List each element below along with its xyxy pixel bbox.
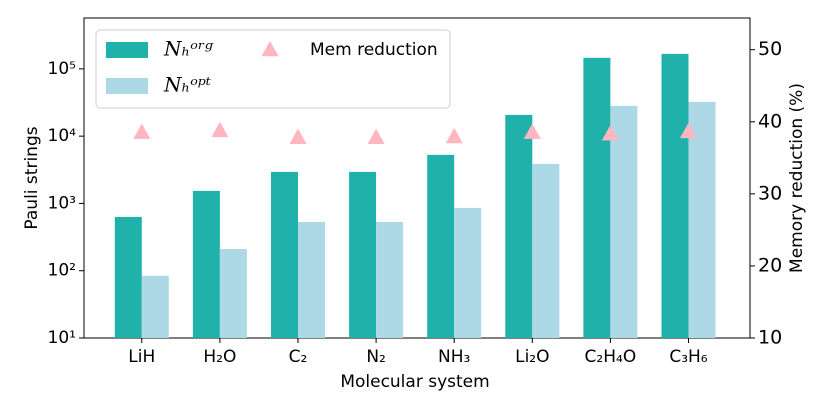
bar xyxy=(688,101,716,338)
bar xyxy=(297,221,325,338)
bar xyxy=(219,249,247,338)
bar xyxy=(505,114,533,338)
marker xyxy=(211,121,229,138)
x-tick-label: NH₃ xyxy=(438,347,470,367)
y2-tick-label: 20 xyxy=(758,254,782,276)
x-tick-label: C₃H₆ xyxy=(669,347,707,367)
legend-swatch xyxy=(106,78,148,94)
y2-tick-label: 30 xyxy=(758,182,782,204)
y2-tick-label: 40 xyxy=(758,110,782,132)
bar xyxy=(270,171,298,338)
y-tick-label: 10⁵ xyxy=(48,59,76,79)
x-tick-label: H₂O xyxy=(203,347,236,367)
legend-label: Nₕᵒʳᵍ xyxy=(163,37,214,61)
bar xyxy=(583,57,611,338)
x-tick-label: C₂ xyxy=(289,347,308,367)
x-tick-label: Li₂O xyxy=(515,347,549,367)
x-axis-label: Molecular system xyxy=(340,372,489,392)
y2-tick-label: 50 xyxy=(758,38,782,60)
plot-frame xyxy=(83,17,751,339)
x-tick-label: LiH xyxy=(128,347,155,367)
legend-label: Nₕᵒᵖᵗ xyxy=(163,73,211,97)
y-tick-label: 10⁴ xyxy=(48,126,77,146)
y-tick-label: 10¹ xyxy=(48,328,76,348)
y-tick-label: 10² xyxy=(48,261,76,281)
y2-tick-label: 10 xyxy=(758,327,782,349)
marker xyxy=(445,127,463,144)
y-tick-label: 10³ xyxy=(48,193,76,213)
bar xyxy=(192,190,220,338)
y-axis-label: Pauli strings xyxy=(22,126,42,229)
legend-label: Mem reduction xyxy=(310,40,438,60)
bar xyxy=(427,154,455,338)
marker xyxy=(679,122,698,139)
bar xyxy=(532,163,560,338)
marker xyxy=(367,128,385,144)
marker xyxy=(523,123,541,139)
legend-box xyxy=(95,29,451,109)
legend-marker xyxy=(261,41,279,57)
x-tick-label: C₂H₄O xyxy=(585,347,637,367)
marker xyxy=(133,123,151,139)
y2-axis-label: Memory reduction (%) xyxy=(787,83,807,273)
bar xyxy=(661,53,689,339)
bar xyxy=(454,207,482,338)
marker xyxy=(601,125,619,141)
bar xyxy=(349,171,377,338)
marker xyxy=(289,128,307,144)
bar xyxy=(610,105,638,338)
x-tick-label: N₂ xyxy=(366,347,386,367)
bar xyxy=(114,216,142,338)
legend-swatch xyxy=(106,42,148,58)
bar xyxy=(376,221,404,338)
bar xyxy=(141,275,169,338)
